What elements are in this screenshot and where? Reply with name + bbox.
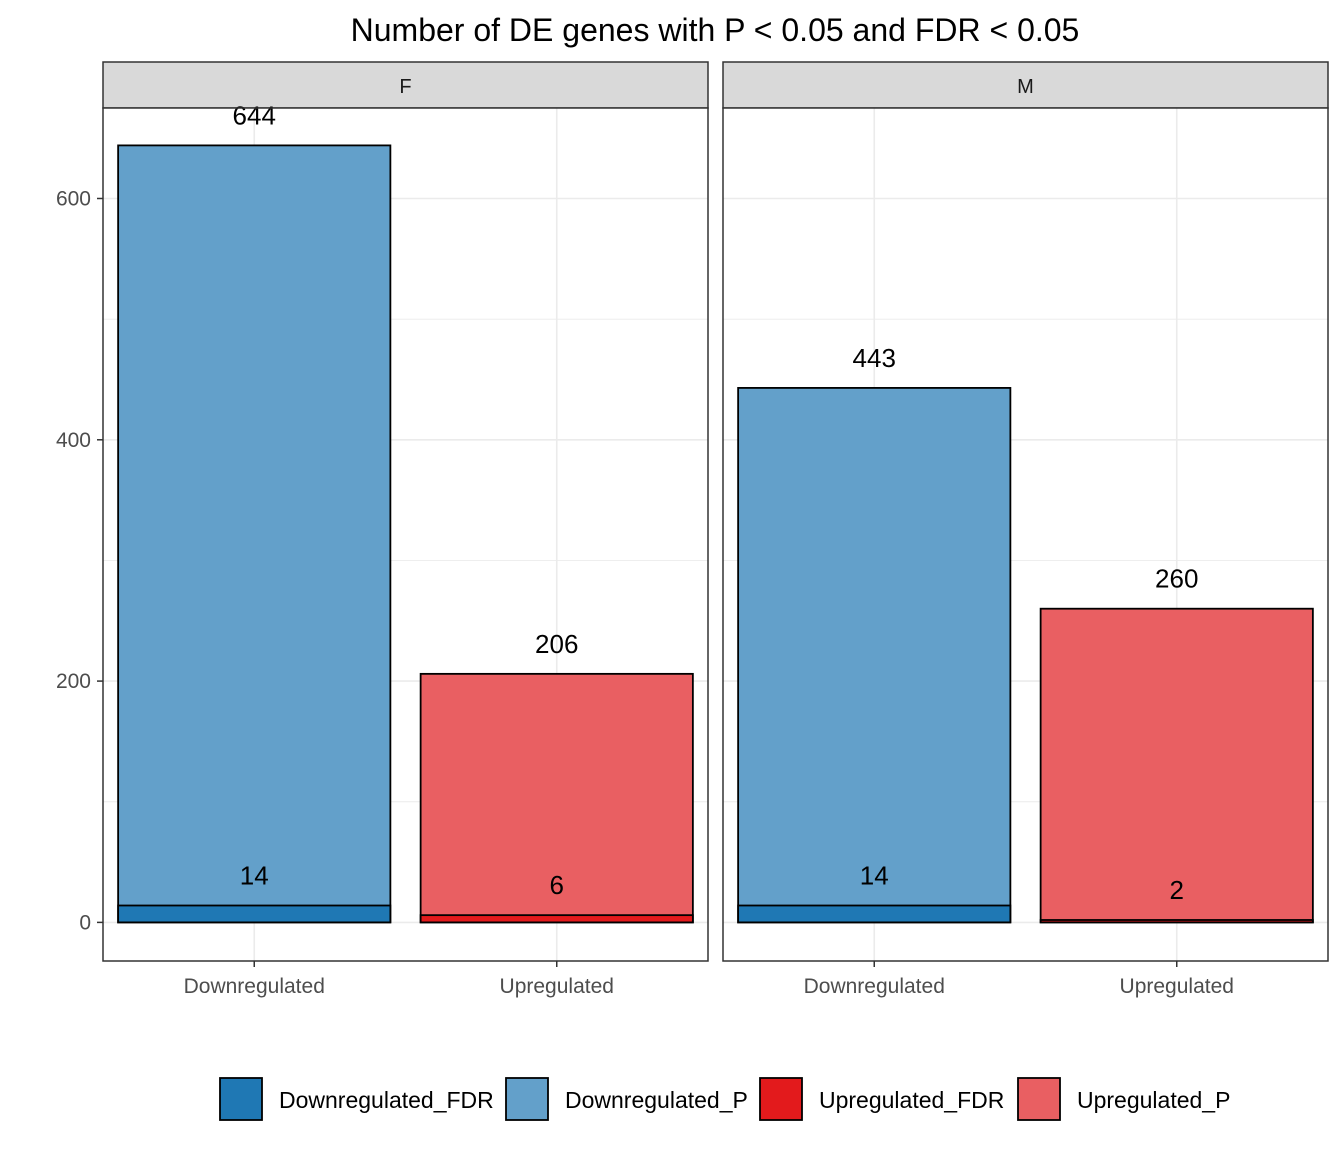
legend-label: Downregulated_FDR	[279, 1087, 494, 1113]
y-tick-label: 0	[79, 911, 91, 934]
x-tick-label: Upregulated	[1120, 975, 1234, 998]
facet-panel-f: F 644 14 Downregulated 206 6 Upregulated 0 200 40…	[56, 61, 709, 998]
data-label-downregulated-p: 644	[233, 100, 276, 130]
bar-upregulated-p	[1039, 607, 1314, 924]
data-label-upregulated-p: 206	[535, 629, 578, 659]
facet-panels: F 644 14 Downregulated 206 6 Upregulated 0 200 40…	[56, 61, 1329, 998]
bar-downregulated-fdr	[737, 904, 1012, 924]
data-label-upregulated-fdr: 6	[550, 870, 564, 900]
bar-downregulated-fdr	[117, 904, 392, 924]
data-label-downregulated-fdr: 14	[240, 861, 269, 891]
legend-swatch	[759, 1077, 803, 1121]
legend-item-downregulated-p: Downregulated_P	[505, 1077, 748, 1121]
bar-upregulated-fdr	[419, 914, 694, 924]
legend-item-upregulated-fdr: Upregulated_FDR	[759, 1077, 1004, 1121]
data-label-upregulated-p: 260	[1155, 564, 1198, 594]
legend-swatch	[219, 1077, 263, 1121]
legend-swatch	[1017, 1077, 1061, 1121]
data-label-upregulated-fdr: 2	[1170, 875, 1184, 905]
y-tick-label: 600	[56, 187, 91, 210]
data-label-downregulated-fdr: 14	[860, 861, 889, 891]
x-tick-label: Downregulated	[184, 975, 325, 998]
panel-border	[722, 107, 1329, 962]
legend-item-downregulated-fdr: Downregulated_FDR	[219, 1077, 494, 1121]
chart-title: Number of DE genes with P < 0.05 and FDR…	[351, 12, 1080, 48]
bar-downregulated-p	[117, 144, 392, 924]
legend-label: Upregulated_FDR	[819, 1087, 1004, 1113]
panel-border	[102, 107, 709, 962]
legend-label: Upregulated_P	[1077, 1087, 1230, 1113]
legend-swatch	[505, 1077, 549, 1121]
facet-strip	[102, 61, 709, 109]
legend-label: Downregulated_P	[565, 1087, 748, 1113]
bar-upregulated-p	[419, 672, 694, 924]
x-tick-label: Upregulated	[500, 975, 614, 998]
facet-panel-m: M 443 14 Downregulated 260 2 Upregulated	[722, 61, 1329, 998]
x-tick-label: Downregulated	[804, 975, 945, 998]
y-tick-label: 400	[56, 429, 91, 452]
data-label-downregulated-p: 443	[853, 343, 896, 373]
facet-strip	[722, 61, 1329, 109]
bar-downregulated-p	[737, 387, 1012, 924]
facet-strip-label: M	[1017, 76, 1034, 98]
legend: Downregulated_FDR Downregulated_P Upregula…	[219, 1077, 1230, 1121]
y-tick-label: 200	[56, 670, 91, 693]
legend-item-upregulated-p: Upregulated_P	[1017, 1077, 1230, 1121]
bar-upregulated-fdr	[1039, 919, 1314, 924]
facet-strip-label: F	[399, 76, 411, 98]
